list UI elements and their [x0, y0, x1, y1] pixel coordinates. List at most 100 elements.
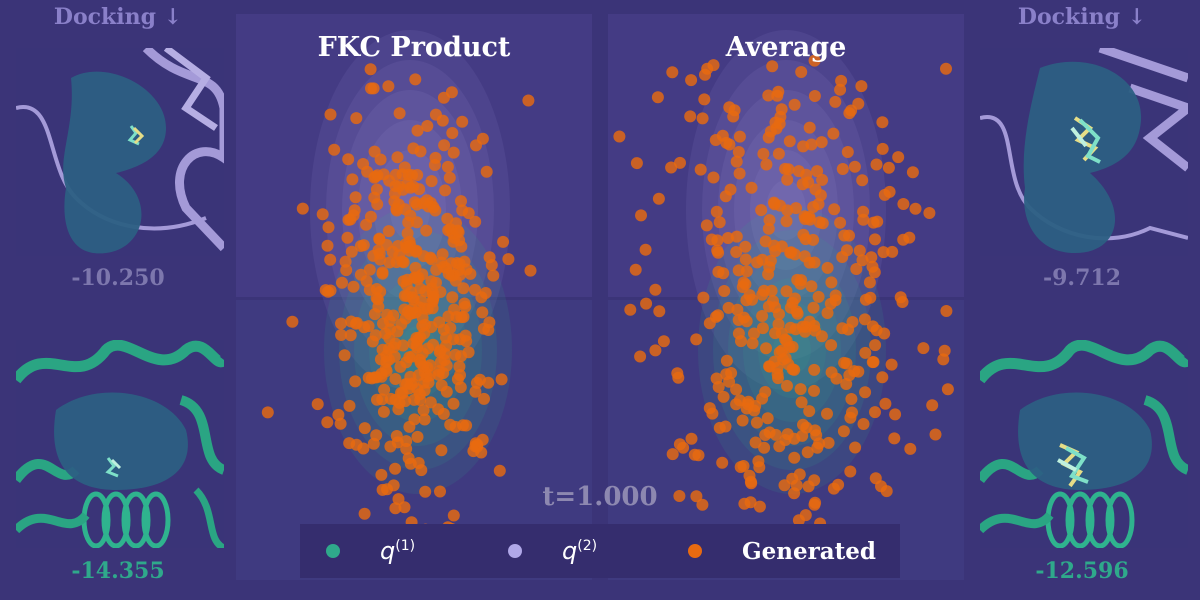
generated-point [398, 161, 411, 174]
generated-point [773, 440, 786, 453]
generated-point [808, 474, 821, 487]
generated-point [455, 311, 468, 324]
generated-point [666, 66, 679, 79]
generated-point [836, 163, 849, 175]
generated-point [316, 208, 329, 221]
legend-dot-q2 [508, 544, 522, 558]
generated-point [347, 209, 360, 222]
generated-point [752, 455, 765, 468]
generated-point [324, 253, 337, 266]
generated-point [649, 344, 662, 357]
generated-point [829, 294, 842, 307]
generated-point [827, 482, 840, 495]
generated-point [418, 413, 431, 426]
generated-point [455, 195, 467, 208]
generated-point [460, 335, 473, 348]
generated-point [261, 406, 274, 419]
docking-label-left: Docking ↓ [53, 4, 183, 30]
generated-point [808, 54, 821, 67]
generated-point [850, 263, 863, 275]
generated-point [464, 267, 477, 280]
generated-point [803, 256, 816, 269]
generated-point [795, 396, 808, 409]
generated-point [447, 146, 460, 159]
generated-point [812, 198, 825, 211]
generated-point [753, 500, 766, 513]
generated-point [427, 290, 440, 303]
generated-point [420, 224, 433, 237]
generated-point [371, 393, 383, 406]
generated-point [877, 246, 890, 259]
generated-point [756, 310, 769, 322]
generated-point [447, 509, 460, 522]
generated-point [849, 441, 862, 454]
generated-point [446, 127, 459, 139]
generated-point [719, 420, 732, 433]
generated-point [732, 146, 745, 158]
generated-point [803, 405, 816, 418]
generated-point [769, 327, 782, 340]
generated-point [421, 194, 433, 207]
generated-point [848, 160, 861, 173]
legend-item-q1: q(1) [326, 524, 415, 578]
generated-point [451, 373, 464, 386]
generated-point [441, 160, 454, 173]
generated-point [858, 313, 871, 326]
generated-point [811, 165, 824, 178]
generated-point [478, 392, 490, 405]
generated-point [829, 95, 842, 108]
generated-point [394, 360, 407, 373]
generated-point [393, 107, 406, 120]
generated-point [809, 496, 822, 509]
generated-point [879, 397, 892, 410]
generated-point [429, 204, 442, 217]
generated-point [417, 404, 430, 417]
generated-point [830, 372, 843, 385]
generated-point [367, 437, 380, 450]
generated-point [345, 315, 358, 328]
generated-point [673, 490, 686, 502]
docking-score-top-right: -9.712 [1042, 265, 1122, 291]
generated-point [392, 403, 405, 416]
generated-point [709, 134, 722, 146]
generated-point [802, 176, 815, 189]
generated-point [807, 301, 820, 314]
generated-point [834, 216, 847, 229]
generated-point [335, 317, 347, 330]
generated-point [730, 155, 743, 168]
generated-point [408, 413, 421, 426]
generated-point [791, 273, 804, 286]
generated-point [789, 292, 801, 305]
generated-point [343, 399, 356, 412]
generated-point [435, 379, 448, 392]
generated-point [398, 289, 411, 302]
generated-point [429, 108, 442, 121]
generated-point [497, 235, 510, 248]
generated-point [748, 404, 761, 417]
generated-point [699, 68, 711, 81]
generated-point [345, 245, 358, 258]
generated-point [775, 240, 788, 253]
generated-point [630, 157, 643, 170]
generated-point [857, 213, 870, 226]
generated-point [389, 373, 402, 385]
generated-point [340, 264, 353, 277]
generated-point [433, 365, 446, 377]
generated-point [790, 202, 802, 215]
generated-point [475, 291, 488, 304]
generated-point [649, 283, 662, 296]
generated-point [846, 406, 858, 419]
generated-point [772, 85, 785, 98]
generated-point [855, 80, 868, 93]
generated-point [941, 383, 954, 396]
generated-point [836, 251, 849, 263]
generated-point [828, 203, 841, 216]
generated-point [825, 339, 838, 352]
generated-point [495, 373, 508, 386]
legend: q(1) q(2) Generated [300, 524, 900, 578]
protein-render-top-right [980, 48, 1188, 256]
generated-point [859, 346, 872, 359]
generated-point [792, 514, 805, 527]
generated-point [442, 267, 455, 280]
generated-point [456, 115, 469, 128]
